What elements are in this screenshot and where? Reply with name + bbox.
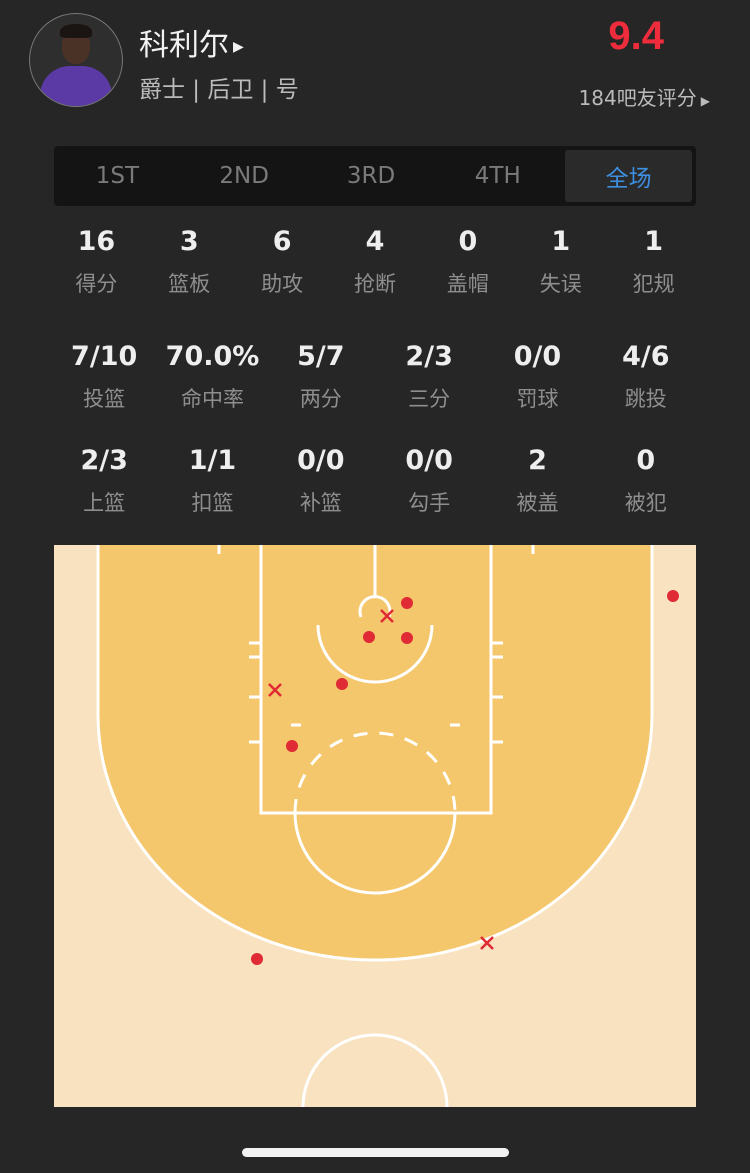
stat-label: 被盖: [516, 491, 559, 515]
free-throw-circle-bottom: [293, 812, 457, 895]
stat-value: 1/1: [188, 445, 237, 476]
shot-chart-court: [54, 545, 696, 1107]
stat-cell: 2 被盖: [483, 445, 591, 517]
center-circle: [301, 1033, 449, 1107]
stat-value: 2/3: [405, 341, 453, 372]
stat-label: 两分: [299, 387, 342, 411]
stat-cell: 4/6 跳投: [592, 341, 700, 413]
stat-cell: 6 助攻: [236, 226, 329, 298]
stat-label: 助攻: [261, 272, 304, 296]
stat-cell: 0 被犯: [592, 445, 700, 517]
stat-value: 0/0: [513, 341, 562, 372]
stat-label: 犯规: [632, 272, 675, 296]
tab-4[interactable]: 全场: [565, 150, 692, 202]
player-avatar[interactable]: [29, 13, 123, 107]
stat-cell: 0/0 勾手: [375, 445, 483, 517]
made-shot-dot: [336, 678, 348, 690]
avatar-hair: [60, 24, 92, 38]
tab-2[interactable]: 3RD: [346, 163, 396, 189]
shooting-stats-row: 7/10 投篮 70.0% 命中率 5/7 两分 2/3 三分 0/0 罚球 4/6 跳投: [50, 341, 700, 413]
stat-value: 2/3: [80, 445, 128, 476]
tab-1[interactable]: 2ND: [219, 163, 269, 189]
caret-right-icon: ▶: [233, 38, 244, 55]
stat-cell: 70.0% 命中率: [158, 341, 266, 413]
rim: [358, 595, 392, 618]
stat-cell: 1 犯规: [607, 226, 700, 298]
made-shot-dot: [363, 631, 375, 643]
lane-lines: [259, 545, 493, 815]
stat-value: 2: [528, 445, 547, 476]
stat-value: 4: [365, 226, 385, 257]
stat-label: 篮板: [168, 272, 211, 296]
home-indicator[interactable]: [242, 1148, 509, 1157]
stat-label: 勾手: [408, 491, 451, 515]
stat-label: 抢断: [354, 272, 396, 296]
caret-right-icon: ▶: [700, 94, 710, 108]
stat-label: 三分: [408, 387, 451, 411]
stat-value: 1: [644, 226, 663, 257]
stat-cell: 5/7 两分: [267, 341, 375, 413]
free-throw-circle-top: [293, 731, 457, 814]
made-shot-dot: [286, 740, 298, 752]
stat-cell: 1 失误: [514, 226, 607, 298]
stat-label: 跳投: [624, 387, 667, 411]
stat-label: 罚球: [516, 387, 559, 411]
stat-cell: 2/3 三分: [375, 341, 483, 413]
stat-cell: 2/3 上篮: [50, 445, 158, 517]
made-shot-dot: [251, 953, 263, 965]
stat-value: 0: [458, 226, 478, 257]
tab-0[interactable]: 1ST: [95, 163, 140, 189]
period-tabs: 1ST 2ND 3RD 4TH 全场: [54, 146, 696, 206]
stat-label: 扣篮: [191, 491, 234, 515]
stat-label: 得分: [75, 272, 118, 296]
three-point-line: [96, 545, 654, 962]
stat-value: 4/6: [622, 341, 670, 372]
stat-cell: 7/10 投篮: [50, 341, 158, 413]
made-shot-dot: [401, 632, 413, 644]
restricted-area-arc: [316, 624, 434, 684]
stat-value: 7/10: [71, 341, 138, 372]
missed-shot-x: [268, 683, 282, 697]
stat-value: 1: [551, 226, 571, 257]
raters-link[interactable]: 184吧友评分 ▶: [579, 82, 710, 111]
stat-cell: 0/0 罚球: [483, 341, 591, 413]
stat-value: 5/7: [297, 341, 345, 372]
stat-value: 3: [179, 226, 199, 257]
made-shot-dot: [667, 590, 679, 602]
stat-label: 盖帽: [446, 272, 489, 296]
made-shot-dot: [401, 597, 413, 609]
stat-value: 70.0%: [165, 341, 260, 372]
basic-stats-row: 16 得分 3 篮板 6 助攻 4 抢断 0 盖帽 1 失误 1 犯规: [50, 226, 700, 298]
stat-label: 失误: [539, 272, 582, 296]
tab-3[interactable]: 4TH: [474, 163, 521, 189]
stat-label: 上篮: [83, 491, 126, 515]
player-rating: 9.4: [608, 14, 664, 58]
stat-label: 命中率: [180, 387, 244, 411]
stat-value: 16: [77, 226, 116, 257]
missed-shot-x: [480, 936, 494, 950]
player-name: 科利尔: [139, 28, 229, 63]
stat-value: 0: [636, 445, 656, 476]
missed-shot-x: [380, 609, 394, 623]
stat-label: 投篮: [83, 387, 126, 411]
stat-value: 6: [272, 226, 292, 257]
stat-cell: 0 盖帽: [421, 226, 514, 298]
stat-cell: 3 篮板: [143, 226, 236, 298]
stat-cell: 1/1 扣篮: [158, 445, 266, 517]
stat-cell: 4 抢断: [329, 226, 422, 298]
stat-value: 0/0: [297, 445, 345, 476]
shot-type-stats-row: 2/3 上篮 1/1 扣篮 0/0 补篮 0/0 勾手 2 被盖 0 被犯: [50, 445, 700, 517]
avatar-jersey: [40, 66, 112, 106]
three-point-area: [98, 545, 652, 960]
stat-cell: 0/0 补篮: [267, 445, 375, 517]
stat-label: 被犯: [624, 491, 667, 515]
stat-value: 0/0: [405, 445, 453, 476]
player-name-link[interactable]: 科利尔 ▶: [139, 20, 244, 64]
stat-cell: 16 得分: [50, 226, 143, 298]
stat-label: 补篮: [299, 491, 342, 515]
raters-count: 184吧友评分: [578, 86, 697, 110]
player-team-position: 爵士 | 后卫 | 号: [139, 77, 299, 103]
